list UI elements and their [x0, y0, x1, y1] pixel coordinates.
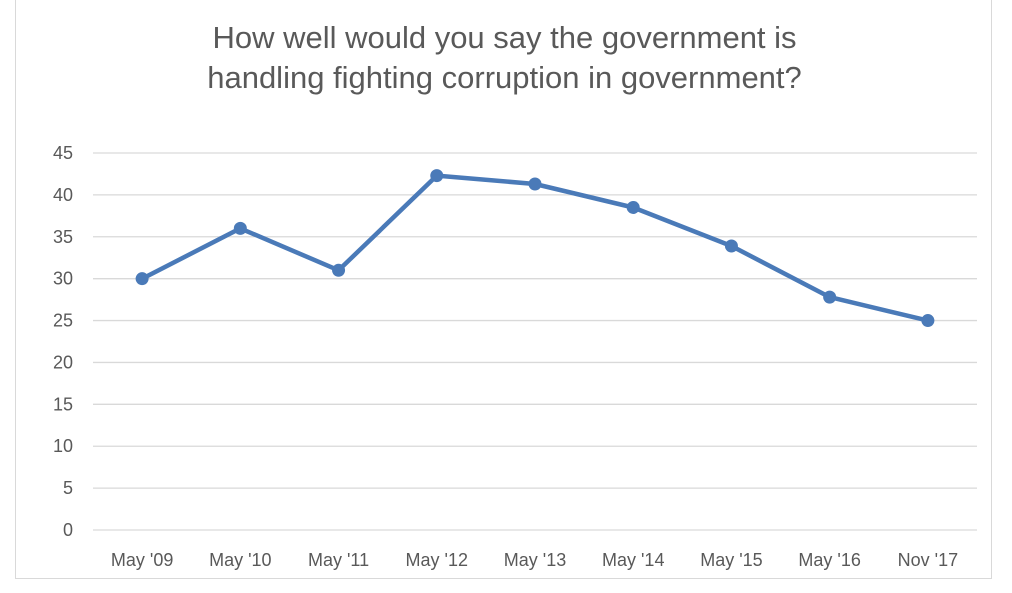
x-tick-label: May '13 [504, 550, 566, 570]
y-tick-label: 40 [53, 185, 73, 205]
data-point [724, 239, 738, 253]
x-tick-label: May '15 [700, 550, 762, 570]
data-point [430, 169, 444, 183]
x-tick-label: Nov '17 [898, 550, 958, 570]
y-tick-label: 25 [53, 311, 73, 331]
x-tick-label: May '16 [798, 550, 860, 570]
y-tick-label: 30 [53, 269, 73, 289]
x-tick-label: May '09 [111, 550, 173, 570]
y-tick-label: 10 [53, 436, 73, 456]
y-tick-label: 0 [63, 520, 73, 540]
series-layer [135, 169, 935, 328]
y-tick-label: 15 [53, 394, 73, 414]
series-line [139, 173, 931, 323]
chart-frame: How well would you say the government is… [15, 0, 992, 579]
data-point [135, 272, 149, 286]
data-point [626, 200, 640, 214]
y-tick-label: 20 [53, 352, 73, 372]
chart-title: How well would you say the government is… [16, 18, 993, 98]
y-tick-label: 45 [53, 143, 73, 163]
y-tick-label: 35 [53, 227, 73, 247]
x-tick-label: May '14 [602, 550, 664, 570]
x-axis-ticks: May '09 May '10 May '11 May '12 May '13 May '… [111, 550, 958, 570]
gridlines [93, 152, 977, 531]
data-point [528, 177, 542, 191]
chart-title-line-1: How well would you say the government is [212, 20, 797, 55]
data-point [332, 263, 346, 277]
x-tick-label: May '10 [209, 550, 271, 570]
data-point [823, 290, 837, 304]
line-chart: 0 5 10 15 20 25 30 35 40 45 May '09 May '10 May '11… [53, 143, 977, 570]
x-tick-label: May '11 [308, 550, 369, 570]
data-point [233, 221, 247, 235]
chart-title-line-2: handling fighting corruption in governme… [207, 60, 802, 95]
y-tick-label: 5 [63, 478, 73, 498]
x-tick-label: May '12 [406, 550, 468, 570]
y-axis-ticks: 0 5 10 15 20 25 30 35 40 45 [53, 143, 73, 540]
data-point [921, 314, 935, 328]
